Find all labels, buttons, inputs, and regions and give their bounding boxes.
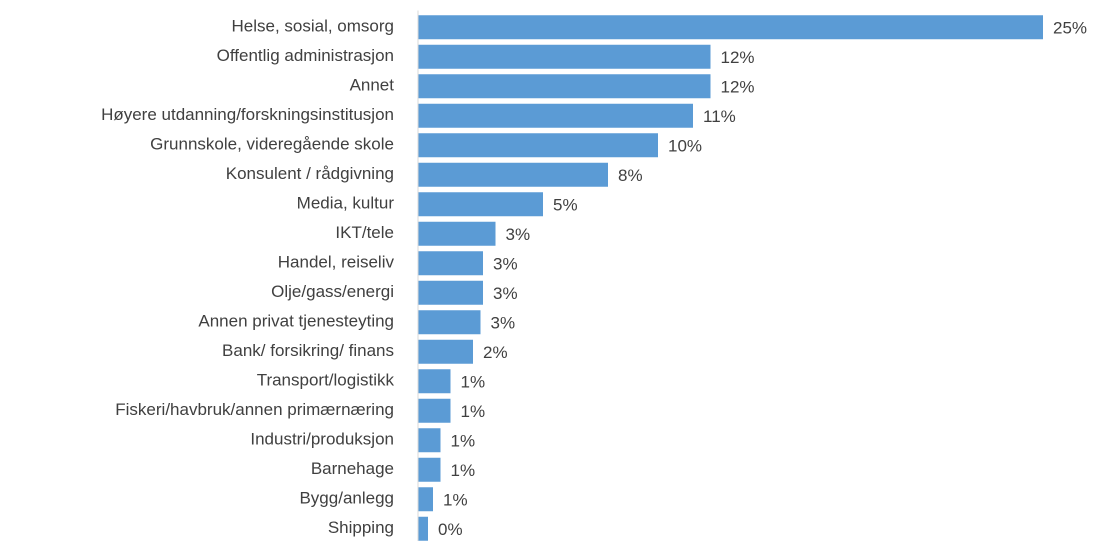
value-label: 2% [483, 343, 508, 362]
bar [418, 516, 428, 541]
bar [418, 398, 451, 423]
category-label: Media, kultur [297, 194, 395, 213]
category-label: Handel, reiseliv [278, 253, 395, 272]
bar [418, 103, 693, 128]
category-label: Annet [350, 76, 395, 95]
value-label: 0% [438, 520, 463, 539]
bar [418, 310, 481, 335]
category-label: Transport/logistikk [257, 371, 395, 390]
value-label: 12% [721, 48, 755, 67]
value-label: 1% [451, 461, 476, 480]
bar [418, 339, 473, 364]
category-label: Høyere utdanning/forskningsinstitusjon [101, 105, 394, 124]
bar [418, 457, 441, 482]
category-label: Olje/gass/energi [271, 282, 394, 301]
value-label: 3% [493, 284, 518, 303]
category-label: Annen privat tjenesteyting [198, 312, 394, 331]
value-label: 25% [1053, 19, 1087, 38]
category-label: Barnehage [311, 459, 394, 478]
category-label: IKT/tele [335, 223, 394, 242]
bar [418, 221, 496, 246]
category-label: Helse, sosial, omsorg [231, 17, 394, 36]
value-label: 5% [553, 196, 578, 215]
bar [418, 428, 441, 453]
bar [418, 133, 658, 158]
bar [418, 487, 433, 512]
value-label: 1% [451, 432, 476, 451]
category-label: Bank/ forsikring/ finans [222, 341, 394, 360]
bar [418, 74, 711, 99]
bar [418, 280, 483, 305]
value-label: 3% [493, 255, 518, 274]
category-label: Offentlig administrasjon [217, 46, 394, 65]
value-label: 12% [721, 78, 755, 97]
bar [418, 369, 451, 394]
value-label: 1% [461, 373, 486, 392]
value-label: 3% [506, 225, 531, 244]
value-label: 1% [461, 402, 486, 421]
value-label: 1% [443, 491, 468, 510]
category-label: Konsulent / rådgivning [226, 164, 394, 183]
value-label: 3% [491, 314, 516, 333]
category-label: Grunnskole, videregående skole [150, 135, 394, 154]
category-label: Shipping [328, 518, 394, 537]
category-label: Fiskeri/havbruk/annen primærnæring [115, 400, 394, 419]
value-label: 8% [618, 166, 643, 185]
value-label: 10% [668, 137, 702, 156]
bar [418, 44, 711, 69]
category-label: Industri/produksjon [250, 430, 394, 449]
category-label: Bygg/anlegg [299, 489, 394, 508]
bar [418, 192, 543, 217]
bar [418, 15, 1043, 40]
bar [418, 162, 608, 187]
bar [418, 251, 483, 276]
value-label: 11% [703, 107, 736, 126]
